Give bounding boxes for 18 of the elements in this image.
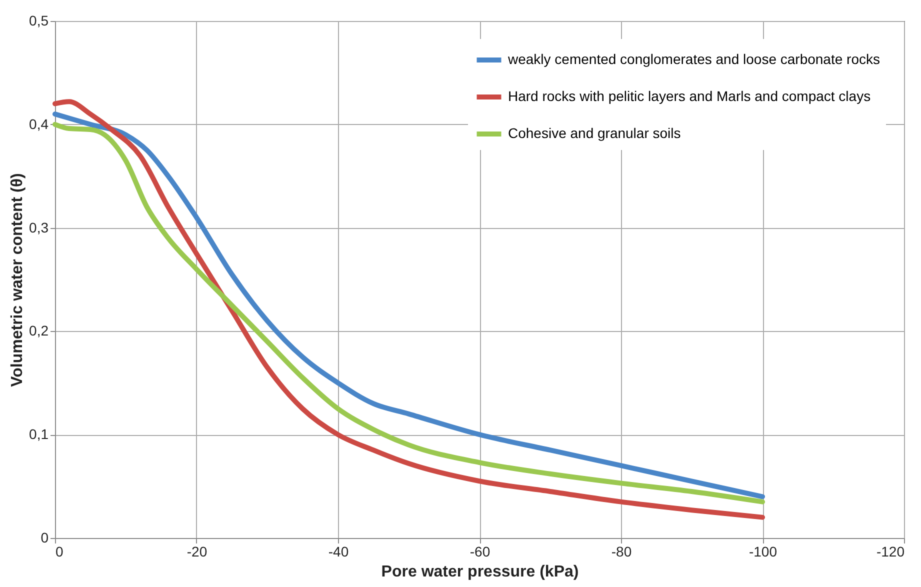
legend-label: Hard rocks with pelitic layers and Marls and compact clays xyxy=(508,88,871,104)
x-tick-label: -20 xyxy=(186,544,208,560)
x-tick-label: -60 xyxy=(470,544,490,560)
x-tick-label: -40 xyxy=(328,544,349,560)
y-tick-label: 0 xyxy=(40,530,49,546)
legend-label: weakly cemented conglomerates and loose carbonate rocks xyxy=(507,51,880,67)
x-tick-label: 0 xyxy=(56,544,64,560)
y-tick-label: 0,5 xyxy=(29,12,49,28)
y-tick-label: 0,3 xyxy=(29,219,49,236)
y-axis-title: Volumetric water content (θ) xyxy=(9,173,26,387)
x-tick-label: -120 xyxy=(876,544,905,560)
y-tick-label: 0,2 xyxy=(29,322,49,339)
x-axis-title: Pore water pressure (kPa) xyxy=(381,564,579,580)
y-tick-label: 0,4 xyxy=(29,116,49,132)
legend-label: Cohesive and granular soils xyxy=(508,125,681,141)
x-tick-label: -100 xyxy=(748,544,778,560)
x-tick-label: -80 xyxy=(611,544,632,560)
y-tick-label: 0,1 xyxy=(29,426,49,442)
